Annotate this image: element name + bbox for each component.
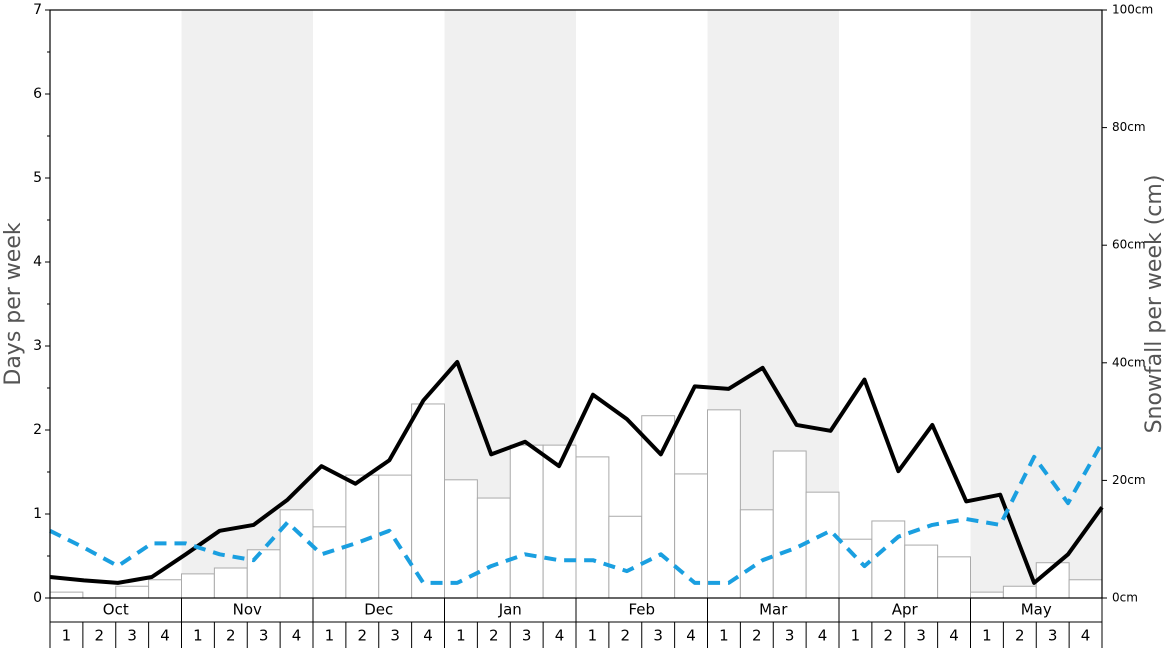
week-label: 2 — [489, 627, 499, 645]
week-label: 1 — [456, 627, 466, 645]
bar — [345, 474, 380, 599]
week-label: 4 — [292, 627, 302, 645]
bar — [838, 538, 873, 599]
week-label: 4 — [1081, 627, 1091, 645]
week-label: 3 — [522, 627, 532, 645]
month-band — [970, 10, 1102, 598]
week-label: 1 — [193, 627, 203, 645]
bar — [246, 549, 281, 599]
month-label: Oct — [103, 601, 129, 619]
month-label: May — [1021, 601, 1052, 619]
y-tick-label: 4 — [33, 254, 42, 270]
bar — [312, 526, 347, 599]
bar — [411, 403, 445, 599]
week-label: 3 — [785, 627, 795, 645]
bar — [509, 444, 544, 599]
week-label: 1 — [325, 627, 335, 645]
month-label: Mar — [759, 601, 788, 619]
y2-axis-label: Snowfall per week (cm) — [1142, 175, 1167, 434]
week-label: 1 — [982, 627, 992, 645]
week-label: 3 — [916, 627, 926, 645]
bar — [49, 591, 84, 599]
week-label: 2 — [752, 627, 762, 645]
bar — [1002, 585, 1037, 599]
y-tick-label: 0 — [33, 590, 42, 606]
y-tick-label: 7 — [33, 2, 42, 18]
y2-tick-label: 20cm — [1112, 473, 1146, 487]
bar — [213, 567, 248, 599]
line-series — [49, 359, 1104, 585]
bar — [904, 544, 939, 599]
bar — [575, 456, 610, 599]
y2-tick-label: 40cm — [1112, 355, 1146, 369]
month-label: Feb — [628, 601, 655, 619]
month-label: Apr — [892, 601, 919, 619]
y-tick-label: 5 — [33, 170, 42, 186]
y-tick-label: 3 — [33, 338, 42, 354]
y-tick-label: 6 — [33, 86, 42, 102]
bar — [772, 450, 807, 599]
bar — [148, 579, 182, 599]
week-label: 4 — [555, 627, 565, 645]
week-label: 3 — [1048, 627, 1058, 645]
week-label: 2 — [95, 627, 105, 645]
bar — [970, 591, 1004, 599]
week-label: 4 — [423, 627, 433, 645]
week-label: 1 — [62, 627, 72, 645]
week-label: 3 — [390, 627, 400, 645]
bar — [542, 444, 577, 599]
week-label: 3 — [127, 627, 137, 645]
bar — [1068, 579, 1103, 599]
week-label: 2 — [621, 627, 631, 645]
y2-tick-label: 80cm — [1112, 120, 1146, 134]
week-label: 1 — [588, 627, 598, 645]
month-label: Nov — [233, 601, 262, 619]
month-label: Dec — [364, 601, 393, 619]
bar — [739, 509, 774, 599]
week-label: 2 — [1015, 627, 1025, 645]
y-tick-label: 2 — [33, 422, 42, 438]
line-series — [49, 441, 1104, 585]
y-tick-label: 1 — [33, 506, 42, 522]
bar — [181, 573, 215, 599]
week-label: 4 — [818, 627, 828, 645]
y-axis-label: Days per week — [1, 222, 26, 385]
week-label: 4 — [686, 627, 696, 645]
week-label: 3 — [259, 627, 269, 645]
bar — [378, 474, 413, 599]
bar — [707, 409, 741, 599]
week-label: 3 — [653, 627, 663, 645]
bar — [641, 415, 676, 599]
month-label: Jan — [498, 601, 522, 619]
y2-tick-label: 60cm — [1112, 238, 1146, 252]
bar — [937, 556, 971, 599]
week-label: 4 — [949, 627, 959, 645]
week-label: 2 — [358, 627, 368, 645]
bar — [871, 520, 906, 599]
week-label: 1 — [851, 627, 861, 645]
week-label: 4 — [160, 627, 170, 645]
week-label: 2 — [226, 627, 236, 645]
y2-tick-label: 0cm — [1112, 591, 1138, 605]
week-label: 2 — [884, 627, 894, 645]
week-label: 1 — [719, 627, 729, 645]
y2-tick-label: 100cm — [1112, 3, 1153, 17]
month-band — [181, 10, 313, 598]
bar — [805, 491, 840, 599]
bar — [608, 515, 643, 599]
bar — [115, 585, 150, 599]
bar — [476, 497, 511, 599]
